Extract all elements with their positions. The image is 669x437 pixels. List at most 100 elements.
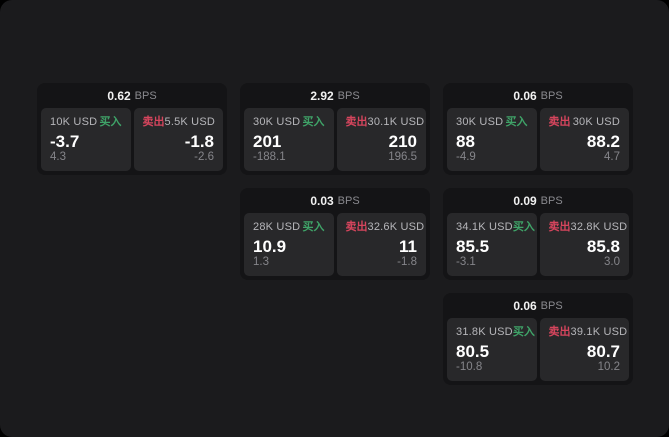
buy-panel-top: 34.1K USD 买入 [456,221,535,234]
sell-change: 4.7 [604,151,620,163]
buy-panel-top: 30K USD 买入 [456,116,528,129]
quote-card[interactable]: 0.03 BPS 28K USD 买入 10.9 1.3 卖出 32.6K US… [240,188,430,280]
buy-label: 买入 [512,326,535,338]
sell-panel-top: 卖出 39.1K USD [548,326,628,339]
buy-label: 买入 [512,221,535,233]
sell-label: 卖出 [548,221,571,233]
buy-panel[interactable]: 28K USD 买入 10.9 1.3 [244,213,334,276]
sell-price: 85.8 [586,237,620,256]
buy-change: -188.1 [253,151,286,163]
buy-change: 1.3 [253,256,269,268]
buy-price: -3.7 [50,132,80,151]
sell-change: -2.6 [194,151,214,163]
buy-panel[interactable]: 30K USD 买入 88 -4.9 [447,108,537,171]
bps-value: 0.09 [513,193,537,208]
subcards: 28K USD 买入 10.9 1.3 卖出 32.6K USD 11 -1.8 [244,213,426,276]
sell-panel[interactable]: 卖出 32.6K USD 11 -1.8 [336,213,426,276]
sell-price: 210 [388,132,417,151]
subcards: 30K USD 买入 201 -188.1 卖出 30.1K USD 210 1… [244,108,426,171]
subcards: 31.8K USD 买入 80.5 -10.8 卖出 39.1K USD 80.… [447,318,629,381]
buy-panel[interactable]: 10K USD 买入 -3.7 4.3 [41,108,131,171]
buy-price: 80.5 [456,342,490,361]
buy-change: 4.3 [50,151,66,163]
buy-amount: 31.8K USD [456,326,513,338]
buy-label: 买入 [302,221,325,233]
buy-label: 买入 [302,116,325,128]
quote-grid: 0.62 BPS 10K USD 买入 -3.7 4.3 卖出 5.5K USD [37,83,633,385]
card-header: 0.62 BPS [41,83,223,108]
sell-panel[interactable]: 卖出 30.1K USD 210 196.5 [336,108,426,171]
buy-change: -3.1 [456,256,476,268]
quote-card[interactable]: 0.06 BPS 30K USD 买入 88 -4.9 卖出 30K USD [443,83,633,175]
sell-label: 卖出 [142,116,165,128]
quote-card[interactable]: 0.09 BPS 34.1K USD 买入 85.5 -3.1 卖出 32.8K… [443,188,633,280]
sell-label: 卖出 [548,116,571,128]
sell-panel-top: 卖出 30.1K USD [345,116,425,129]
sell-panel[interactable]: 卖出 39.1K USD 80.7 10.2 [539,318,629,381]
sell-panel[interactable]: 卖出 32.8K USD 85.8 3.0 [539,213,629,276]
buy-panel[interactable]: 31.8K USD 买入 80.5 -10.8 [447,318,537,381]
bps-label: BPS [337,89,360,102]
bps-value: 0.06 [513,298,537,313]
sell-price: 88.2 [586,132,620,151]
card-header: 2.92 BPS [244,83,426,108]
buy-amount: 30K USD [253,116,301,128]
quote-card[interactable]: 0.62 BPS 10K USD 买入 -3.7 4.3 卖出 5.5K USD [37,83,227,175]
card-header: 0.09 BPS [447,188,629,213]
sell-amount: 30K USD [572,116,620,128]
buy-label: 买入 [99,116,122,128]
bps-label: BPS [337,194,360,207]
quote-card[interactable]: 2.92 BPS 30K USD 买入 201 -188.1 卖出 30.1K … [240,83,430,175]
buy-price: 201 [253,132,282,151]
sell-amount: 30.1K USD [367,116,425,128]
sell-label: 卖出 [345,221,368,233]
bps-value: 2.92 [310,88,334,103]
bps-label: BPS [540,89,563,102]
card-header: 0.06 BPS [447,293,629,318]
sell-amount: 5.5K USD [164,116,216,128]
bps-value: 0.62 [107,88,131,103]
sell-panel-top: 卖出 30K USD [549,116,621,129]
bps-value: 0.06 [513,88,537,103]
quote-card[interactable]: 0.06 BPS 31.8K USD 买入 80.5 -10.8 卖出 39.1… [443,293,633,385]
bps-label: BPS [134,89,157,102]
buy-price: 85.5 [456,237,490,256]
bps-value: 0.03 [310,193,334,208]
sell-amount: 32.6K USD [367,221,425,233]
subcards: 10K USD 买入 -3.7 4.3 卖出 5.5K USD -1.8 -2.… [41,108,223,171]
sell-change: -1.8 [397,256,417,268]
sell-price: 11 [399,237,417,256]
buy-amount: 30K USD [456,116,504,128]
card-header: 0.03 BPS [244,188,426,213]
buy-price: 10.9 [253,237,287,256]
sell-label: 卖出 [548,326,571,338]
sell-change: 10.2 [597,361,620,373]
subcards: 30K USD 买入 88 -4.9 卖出 30K USD 88.2 4.7 [447,108,629,171]
bps-label: BPS [540,299,563,312]
sell-label: 卖出 [345,116,368,128]
buy-panel-top: 28K USD 买入 [253,221,325,234]
buy-label: 买入 [505,116,528,128]
buy-price: 88 [456,132,475,151]
buy-amount: 10K USD [50,116,98,128]
sell-amount: 32.8K USD [570,221,628,233]
sell-panel[interactable]: 卖出 5.5K USD -1.8 -2.6 [133,108,223,171]
buy-amount: 34.1K USD [456,221,513,233]
buy-panel-top: 10K USD 买入 [50,116,122,129]
buy-change: -10.8 [456,361,483,373]
sell-amount: 39.1K USD [570,326,628,338]
sell-price: 80.7 [586,342,620,361]
sell-change: 196.5 [388,151,417,163]
sell-panel-top: 卖出 32.8K USD [548,221,628,234]
sell-change: 3.0 [604,256,620,268]
buy-panel[interactable]: 34.1K USD 买入 85.5 -3.1 [447,213,537,276]
bps-label: BPS [540,194,563,207]
buy-panel[interactable]: 30K USD 买入 201 -188.1 [244,108,334,171]
sell-price: -1.8 [184,132,214,151]
sell-panel[interactable]: 卖出 30K USD 88.2 4.7 [539,108,629,171]
subcards: 34.1K USD 买入 85.5 -3.1 卖出 32.8K USD 85.8… [447,213,629,276]
sell-panel-top: 卖出 5.5K USD [143,116,215,129]
buy-change: -4.9 [456,151,476,163]
card-header: 0.06 BPS [447,83,629,108]
